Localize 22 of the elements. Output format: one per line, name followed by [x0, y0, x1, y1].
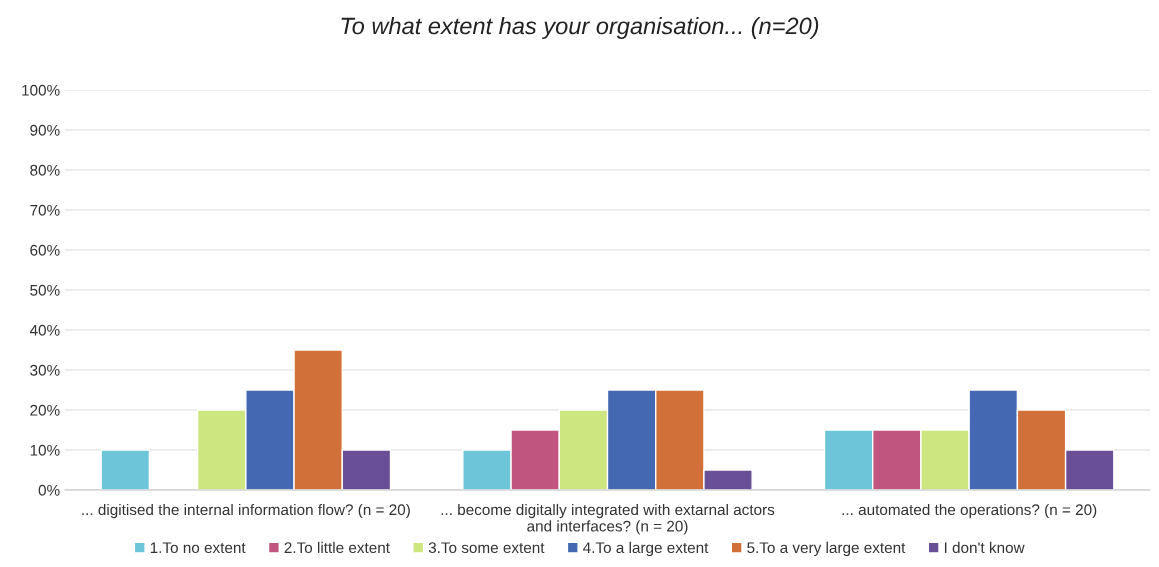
chart-title: To what extent has your organisation... (n=20) — [341, 17, 819, 39]
y-tick-label: 60% — [30, 244, 60, 256]
y-tick-label: 70% — [30, 204, 60, 216]
y-tick-label: 0% — [38, 484, 60, 496]
y-tick-label: 20% — [30, 404, 60, 416]
y-tick-label: 30% — [30, 364, 60, 376]
y-tick-label: 90% — [30, 124, 60, 136]
x-tick-label: ... become digitally integrated with extarnal actors and interfaces? (n = 20) — [441, 503, 775, 535]
x-tick-label: ... automated the operations? (n = 20) — [842, 503, 1097, 519]
y-tick-label: 50% — [30, 284, 60, 296]
y-tick-label: 100% — [22, 84, 60, 96]
legend-label: 1.To no extent — [150, 542, 246, 554]
y-tick-label: 10% — [30, 444, 60, 456]
legend-label: I don't know — [944, 541, 1025, 554]
legend-label: 2.To little extent — [284, 541, 390, 554]
y-tick-label: 80% — [30, 164, 60, 176]
legend-label: 4.To a large extent — [583, 541, 709, 557]
legend-label: 5.To a very large extent — [747, 541, 906, 557]
x-tick-label: ... digitised the internal information flow? (n = 20) — [82, 503, 410, 519]
y-tick-label: 40% — [29, 324, 60, 336]
bar — [100, 449, 151, 490]
legend-label: 3.To some extent — [428, 542, 545, 554]
